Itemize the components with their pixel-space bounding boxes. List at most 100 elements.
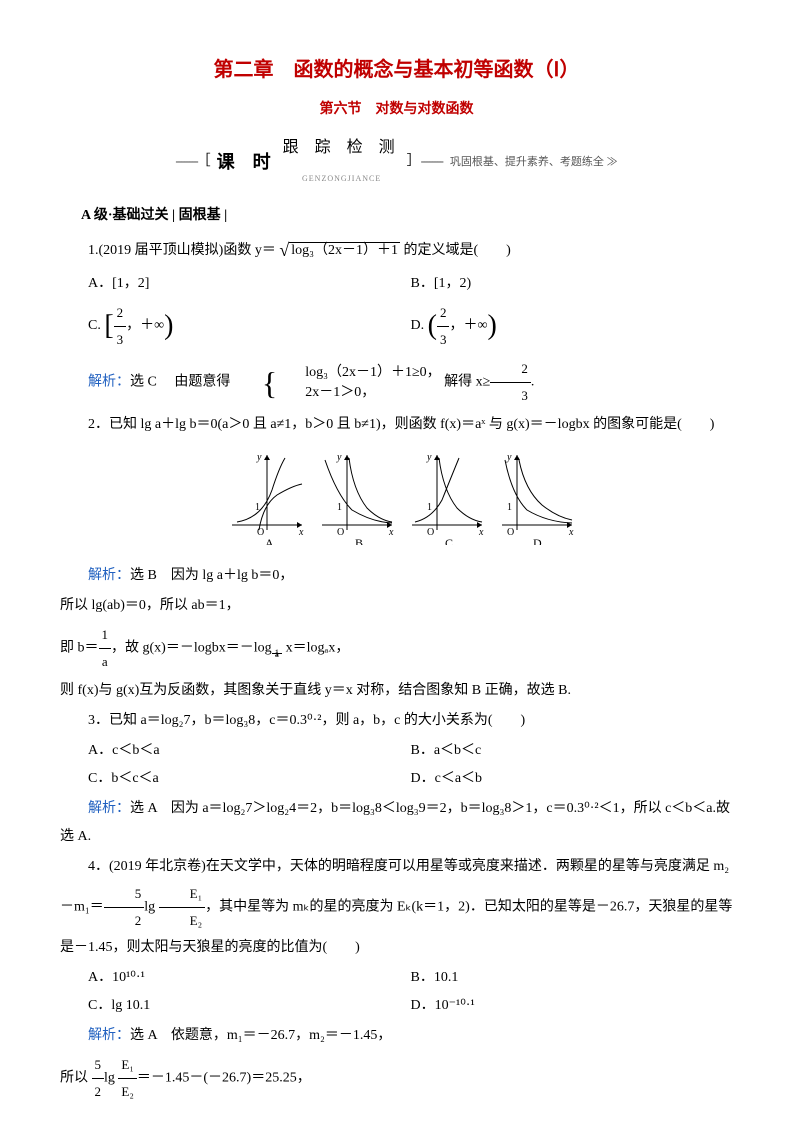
graph-label-a: A (265, 536, 274, 545)
q1-prefix: 1.(2019 届平顶山模拟)函数 y＝ (88, 243, 279, 258)
q4-f1n: 5 (104, 881, 145, 908)
q2-l3-fn: 1 (99, 622, 112, 649)
q4-ans-choice: 选 A (130, 1028, 171, 1043)
q2-stem: 2．已知 lg a＋lg b＝0(a＞0 且 a≠1，b＞0 且 b≠1)，则函… (60, 411, 733, 439)
q1-opt-b: B．[1，2) (411, 270, 734, 298)
graph-label-c: C (445, 536, 453, 545)
q2-l3-mid: ，故 g(x)＝－logbx＝－log (111, 641, 272, 656)
level-heading: A 级·基础过关 | 固根基 | (81, 202, 733, 230)
q1-sys1: log₃（2x－1）＋1≥0， (277, 363, 440, 383)
q3-opt-d: D．c＜a＜b (411, 765, 734, 793)
q1-radicand: log₃（2x－1）＋1 (289, 242, 400, 258)
svg-text:y: y (426, 452, 432, 463)
q1-opt-d: D. (23，＋∞) (411, 298, 734, 354)
q3-opt-b: B．a＜b＜c (411, 737, 734, 765)
svg-text:1: 1 (337, 502, 342, 513)
q2-ans-label: 解析： (88, 568, 130, 583)
q3-ans-choice: 选 A (130, 801, 171, 816)
q2-ans-t1: 因为 lg a＋lg b＝0， (171, 568, 294, 583)
q1-ans-t1: 由题意得 (174, 375, 230, 390)
chapter-title: 第二章 函数的概念与基本初等函数（Ⅰ） (60, 50, 733, 90)
q3-answer: 解析：选 A 因为 a＝log₂7＞log₂4＝2，b＝log₃8＜log₃9＝… (60, 795, 733, 851)
banner-track: 跟 踪 检 测 (283, 139, 401, 156)
bracket-open: ［ (197, 148, 211, 176)
q2-ans-choice: 选 B (130, 568, 171, 583)
q1-c-suffix: ，＋∞ (126, 318, 164, 333)
q4-f2n: E₁ (159, 881, 205, 908)
q2-ans-l3: 即 b＝1a，故 g(x)＝－logbx＝－log1a x＝logₐx， (60, 622, 733, 675)
q4-opt-d: D．10⁻¹⁰·¹ (411, 992, 734, 1020)
svg-text:y: y (336, 452, 342, 463)
q1-ans-fn: 2 (490, 356, 531, 383)
q1-d-num: 2 (437, 300, 450, 327)
q1-ans-choice: 选 C (130, 375, 171, 390)
banner-label: 课 时 (211, 144, 277, 180)
banner-motto: 巩固根基、提升素养、考题练全 ≫ (450, 151, 618, 173)
q4-l2-mid: lg (104, 1071, 118, 1086)
svg-text:y: y (256, 452, 262, 463)
graph-label-d: D (533, 536, 542, 545)
svg-text:O: O (337, 527, 344, 538)
q4-ans-l2: 所以 52lg E₁E₂＝－1.45－(－26.7)＝25.25， (60, 1052, 733, 1105)
q1-sys2: 2x－1＞0， (277, 383, 440, 403)
svg-text:O: O (257, 527, 264, 538)
q1-ans-fd: 3 (490, 383, 531, 409)
svg-text:O: O (507, 527, 514, 538)
q2-ans-l4: 则 f(x)与 g(x)互为反函数，其图象关于直线 y＝x 对称，结合图象知 B… (60, 677, 733, 705)
svg-text:1: 1 (427, 502, 432, 513)
svg-text:x: x (388, 527, 394, 538)
q4-f1d: 2 (104, 908, 145, 934)
q4-options: A．10¹⁰·¹ B．10.1 C．lg 10.1 D．10⁻¹⁰·¹ (88, 964, 733, 1020)
q1-suffix: 的定义域是( ) (404, 243, 511, 258)
q4-mid1: lg (144, 900, 158, 915)
q2-l3-prefix: 即 b＝ (60, 641, 99, 656)
dash-left: -------- (175, 148, 196, 176)
q4-f2d: E₂ (159, 908, 205, 934)
q2-graphs: 1 O x y A 1 O x y B 1 O x y C (60, 445, 733, 556)
banner-pinyin: GENZONGJIANCE (302, 174, 381, 183)
graph-label-b: B (355, 536, 363, 545)
svg-text:O: O (427, 527, 434, 538)
q1-opt-c: C. [23，＋∞) (88, 298, 411, 354)
graphs-svg: 1 O x y A 1 O x y B 1 O x y C (217, 445, 577, 545)
q3-opt-c: C．b＜c＜a (88, 765, 411, 793)
svg-text:y: y (506, 452, 512, 463)
svg-text:x: x (298, 527, 304, 538)
q2-l3-suffix: x＝logₐx， (282, 641, 349, 656)
q1-opt-a: A．[1，2] (88, 270, 411, 298)
q4-l2-suffix: ＝－1.45－(－26.7)＝25.25， (137, 1071, 311, 1086)
q4-ans-t1: 依题意，m₁＝－26.7，m₂＝－1.45， (171, 1028, 392, 1043)
q4-l2-f2n: E₁ (118, 1052, 136, 1079)
q4-stem: 4．(2019 年北京卷)在天文学中，天体的明暗程度可以用星等或亮度来描述．两颗… (60, 853, 733, 962)
q1-d-prefix: D. (411, 318, 425, 333)
q1-c-den: 3 (114, 327, 127, 353)
q1-options: A．[1，2] B．[1，2) C. [23，＋∞) D. (23，＋∞) (88, 270, 733, 354)
q4-ans-l1: 解析：选 A 依题意，m₁＝－26.7，m₂＝－1.45， (60, 1022, 733, 1050)
q1-ans-label: 解析： (88, 375, 130, 390)
q4-opt-a: A．10¹⁰·¹ (88, 964, 411, 992)
q1-answer: 解析：选 C 由题意得 { log₃（2x－1）＋1≥0， 2x－1＞0， 解得… (60, 356, 733, 409)
q4-opt-c: C．lg 10.1 (88, 992, 411, 1020)
svg-text:1: 1 (507, 502, 512, 513)
q1-ans-t2: 解得 x≥ (444, 375, 490, 390)
q3-opt-a: A．c＜b＜a (88, 737, 411, 765)
q4-l2-f1d: 2 (92, 1079, 105, 1105)
q2-l3-fd: a (99, 649, 112, 675)
q1-stem: 1.(2019 届平顶山模拟)函数 y＝ √log₃（2x－1）＋1 的定义域是… (60, 232, 733, 268)
section-title: 第六节 对数与对数函数 (60, 96, 733, 124)
q1-ans-period: . (531, 375, 535, 390)
svg-text:1: 1 (255, 502, 260, 513)
q4-l2-prefix: 所以 (60, 1071, 92, 1086)
q3-ans-label: 解析： (88, 801, 130, 816)
q1-c-prefix: C. (88, 318, 101, 333)
q1-c-num: 2 (114, 300, 127, 327)
dash-right: -------- (421, 148, 442, 176)
q1-system: { log₃（2x－1）＋1≥0， 2x－1＞0， (234, 363, 441, 402)
q1-d-den: 3 (437, 327, 450, 353)
q4-opt-b: B．10.1 (411, 964, 734, 992)
bracket-close: ］ (407, 148, 421, 176)
svg-text:x: x (478, 527, 484, 538)
q2-ans-l2: 所以 lg(ab)＝0，所以 ab＝1， (60, 592, 733, 620)
q2-ans-l1: 解析：选 B 因为 lg a＋lg b＝0， (60, 562, 733, 590)
q4-l2-f2d: E₂ (118, 1079, 136, 1105)
